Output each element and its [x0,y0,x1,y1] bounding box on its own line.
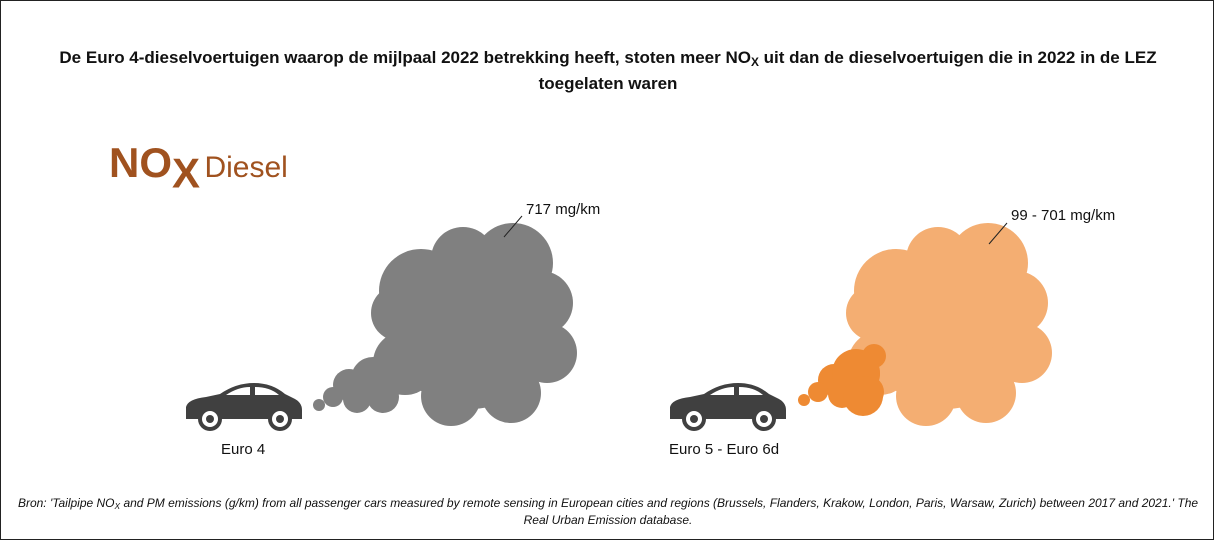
infographic: De Euro 4-dieselvoertuigen waarop de mij… [0,0,1214,540]
title-text: De Euro 4-dieselvoertuigen waarop de mij… [59,48,751,67]
heading-subscript: X [172,150,200,197]
smoke-cloud [313,223,577,426]
source-text: Bron: 'Tailpipe NO [18,496,115,510]
heading-main: NO [109,139,172,186]
heading: NOX Diesel [109,139,288,187]
heading-rest: Diesel [204,151,287,184]
value-label: 99 - 701 mg/km [1011,207,1115,224]
car [670,383,786,431]
car [186,383,302,431]
title-subscript: X [751,55,759,69]
smoke-cloud [798,223,1052,426]
group-label: Euro 4 [221,441,265,458]
source: Bron: 'Tailpipe NOX and PM emissions (g/… [16,495,1200,529]
value-label: 717 mg/km [526,201,600,218]
source-text: and PM emissions (g/km) from all passeng… [120,496,1198,527]
group-label: Euro 5 - Euro 6d [669,441,779,458]
title: De Euro 4-dieselvoertuigen waarop de mij… [21,45,1195,97]
